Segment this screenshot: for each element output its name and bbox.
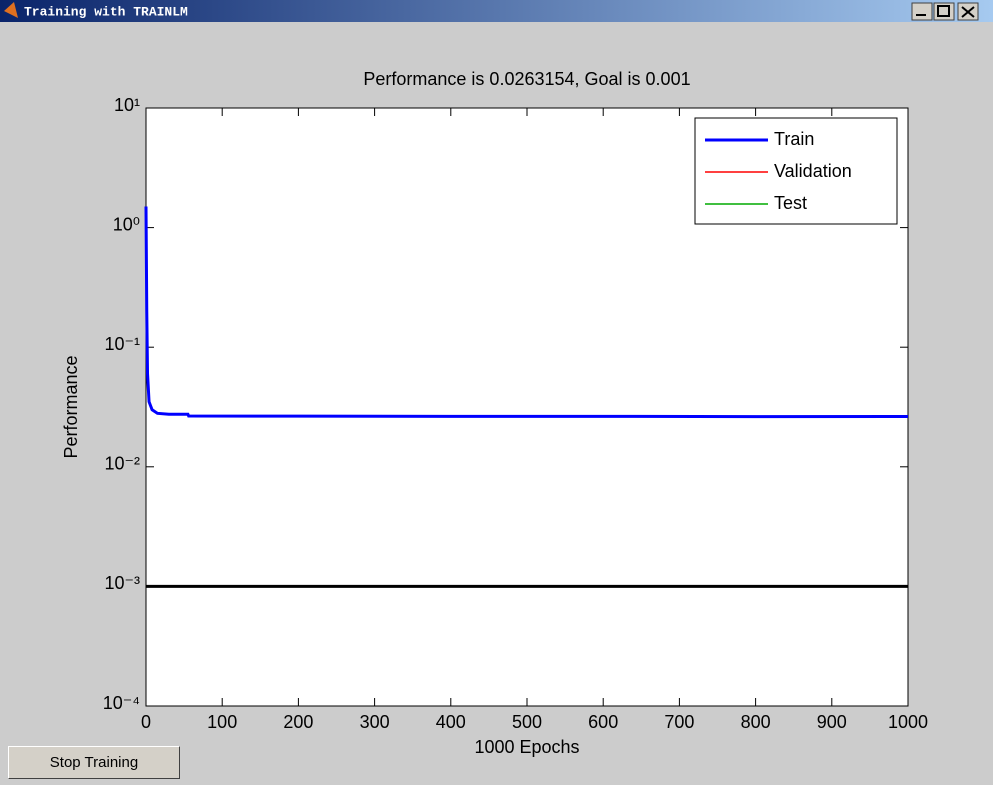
x-tick-label: 400 bbox=[436, 712, 466, 732]
legend-label: Validation bbox=[774, 161, 852, 181]
window-title: Training with TRAINLM bbox=[24, 4, 188, 19]
x-tick-label: 500 bbox=[512, 712, 542, 732]
x-tick-label: 300 bbox=[360, 712, 390, 732]
x-tick-label: 800 bbox=[741, 712, 771, 732]
maximize-icon bbox=[937, 5, 950, 17]
x-tick-label: 600 bbox=[588, 712, 618, 732]
y-tick-label: 10⁰ bbox=[113, 214, 140, 234]
x-tick-label: 700 bbox=[664, 712, 694, 732]
x-tick-label: 200 bbox=[283, 712, 313, 732]
y-tick-label: 10⁻⁴ bbox=[103, 693, 140, 713]
chart-title: Performance is 0.0263154, Goal is 0.001 bbox=[363, 69, 690, 89]
stop-training-button[interactable]: Stop Training bbox=[8, 746, 180, 779]
window-controls bbox=[911, 2, 979, 21]
legend-box bbox=[694, 117, 898, 225]
x-axis-label: 1000 Epochs bbox=[474, 737, 579, 757]
y-tick-label: 10¹ bbox=[114, 95, 140, 115]
y-tick-label: 10⁻¹ bbox=[104, 334, 140, 354]
legend-label: Test bbox=[774, 193, 807, 213]
close-icon bbox=[961, 6, 975, 18]
y-axis-label: Performance bbox=[61, 355, 81, 458]
minimize-button[interactable] bbox=[911, 2, 933, 21]
y-tick-label: 10⁻³ bbox=[104, 573, 140, 593]
y-tick-label: 10⁻² bbox=[104, 454, 140, 474]
x-tick-label: 0 bbox=[141, 712, 151, 732]
train-line bbox=[144, 206, 909, 419]
x-tick-label: 1000 bbox=[888, 712, 928, 732]
legend-label: Train bbox=[774, 129, 814, 149]
title-bar bbox=[0, 0, 993, 22]
x-tick-label: 100 bbox=[207, 712, 237, 732]
x-tick-label: 900 bbox=[817, 712, 847, 732]
app-icon bbox=[4, 2, 18, 18]
